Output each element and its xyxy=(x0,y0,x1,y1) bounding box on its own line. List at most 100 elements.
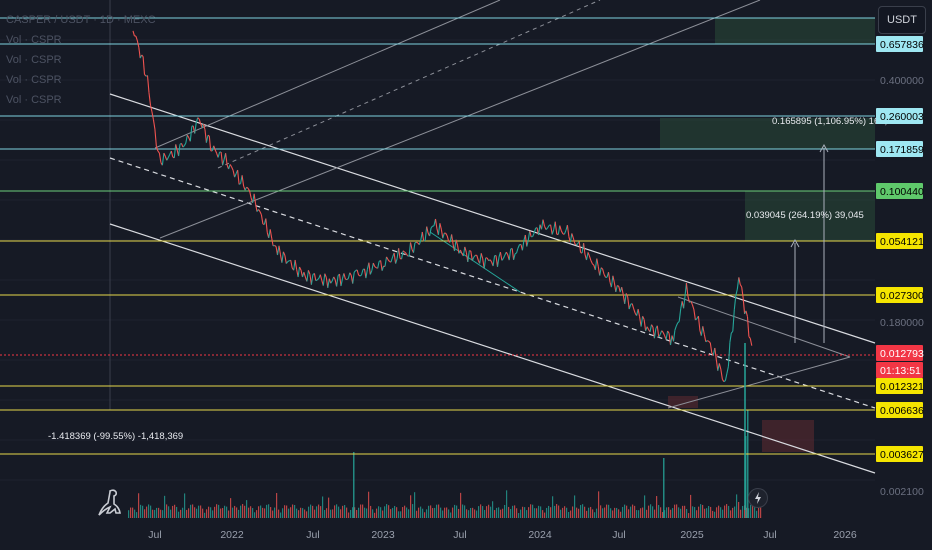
volume-bar xyxy=(276,493,278,518)
volume-bar xyxy=(562,507,564,518)
volume-bar xyxy=(434,507,436,518)
price-candle xyxy=(643,319,647,331)
price-candle xyxy=(198,118,202,124)
price-candle xyxy=(269,229,273,239)
price-candle xyxy=(715,359,719,371)
volume-bar xyxy=(568,512,570,518)
axis-tick-label: 0.180000 xyxy=(880,317,924,329)
volume-bar xyxy=(186,509,188,518)
volume-bar xyxy=(506,490,508,518)
volume-bar xyxy=(754,507,756,518)
volume-bar xyxy=(164,495,166,518)
volume-bar xyxy=(640,508,642,518)
price-candle xyxy=(395,258,398,264)
price-candle xyxy=(464,246,467,253)
price-candle xyxy=(429,227,432,237)
volume-bar xyxy=(384,506,386,518)
price-candle xyxy=(393,252,397,264)
volume-bar xyxy=(686,508,688,518)
volume-bar xyxy=(196,508,198,518)
volume-bar xyxy=(152,509,154,518)
price-label-box xyxy=(876,183,923,199)
volume-bar xyxy=(592,509,594,518)
price-candle xyxy=(687,295,690,303)
volume-bar xyxy=(352,507,354,518)
volume-bar xyxy=(530,504,532,518)
price-candle xyxy=(674,325,677,331)
price-candle xyxy=(550,224,553,235)
price-candle xyxy=(665,330,669,340)
time-axis-label: Jul xyxy=(148,529,161,541)
price-candle xyxy=(207,134,210,137)
price-candle xyxy=(356,269,360,276)
price-label-text: 0.012793 xyxy=(880,348,924,360)
price-candle xyxy=(727,342,731,367)
volume-bar xyxy=(440,507,442,518)
volume-bar xyxy=(408,509,410,518)
volume-bar xyxy=(274,507,276,518)
price-candle xyxy=(542,219,546,227)
volume-bar xyxy=(596,508,598,518)
price-candle xyxy=(412,242,416,253)
legend-item[interactable]: Vol · CSPR xyxy=(6,94,62,106)
volume-bar xyxy=(134,509,136,518)
volume-bar xyxy=(202,508,204,518)
volume-bar xyxy=(720,507,722,518)
volume-bar xyxy=(150,505,152,518)
volume-bar xyxy=(304,509,306,518)
volume-bar xyxy=(484,509,486,518)
price-candle xyxy=(440,229,444,239)
price-label-box xyxy=(876,36,923,52)
price-candle xyxy=(540,219,544,230)
price-label-text: 0.260003 xyxy=(880,111,924,123)
volume-bar xyxy=(662,512,664,518)
volume-bar xyxy=(282,508,284,518)
volume-bar xyxy=(560,509,562,518)
price-candle xyxy=(656,325,660,338)
volume-bar xyxy=(376,508,378,518)
volume-bar xyxy=(374,512,376,518)
price-candle xyxy=(384,256,388,267)
price-candle xyxy=(353,270,357,273)
price-candle xyxy=(132,30,135,36)
price-candle xyxy=(547,225,550,229)
price-candle xyxy=(610,275,614,288)
currency-button[interactable]: USDT xyxy=(878,6,926,34)
legend-item[interactable]: Vol · CSPR xyxy=(6,74,62,86)
volume-bar xyxy=(610,508,612,518)
volume-bars xyxy=(128,410,762,518)
volume-bar xyxy=(564,506,566,518)
price-candle xyxy=(612,275,615,284)
price-candle xyxy=(651,324,654,328)
volume-bar xyxy=(318,504,320,518)
volume-bar xyxy=(700,504,702,518)
volume-bar xyxy=(448,509,450,518)
price-candle xyxy=(173,144,177,158)
volume-bar xyxy=(548,505,550,518)
legend-item[interactable]: Vol · CSPR xyxy=(6,34,62,46)
lightning-icon[interactable] xyxy=(748,488,768,508)
price-candle xyxy=(154,129,157,147)
price-candle xyxy=(741,286,744,298)
volume-bar xyxy=(634,505,636,518)
price-candle xyxy=(158,153,162,163)
price-label-text: 0.657836 xyxy=(880,39,924,51)
volume-bar xyxy=(692,506,694,518)
stop-zone xyxy=(762,420,814,452)
volume-bar xyxy=(428,505,430,518)
legend-item[interactable]: Vol · CSPR xyxy=(6,54,62,66)
price-candle xyxy=(372,262,376,267)
price-label-text: 0.003627 xyxy=(880,449,924,461)
volume-bar xyxy=(538,505,540,518)
volume-bar xyxy=(138,493,140,518)
price-candle xyxy=(416,241,419,244)
channel-mid-line xyxy=(109,157,876,409)
volume-bar xyxy=(162,510,164,518)
measure-label: 0.039045 (264.19%) 39,045 xyxy=(746,210,864,221)
price-candle xyxy=(446,235,450,242)
volume-bar xyxy=(368,491,370,518)
volume-bar xyxy=(502,508,504,518)
price-candle xyxy=(306,270,309,282)
volume-bar xyxy=(286,505,288,518)
